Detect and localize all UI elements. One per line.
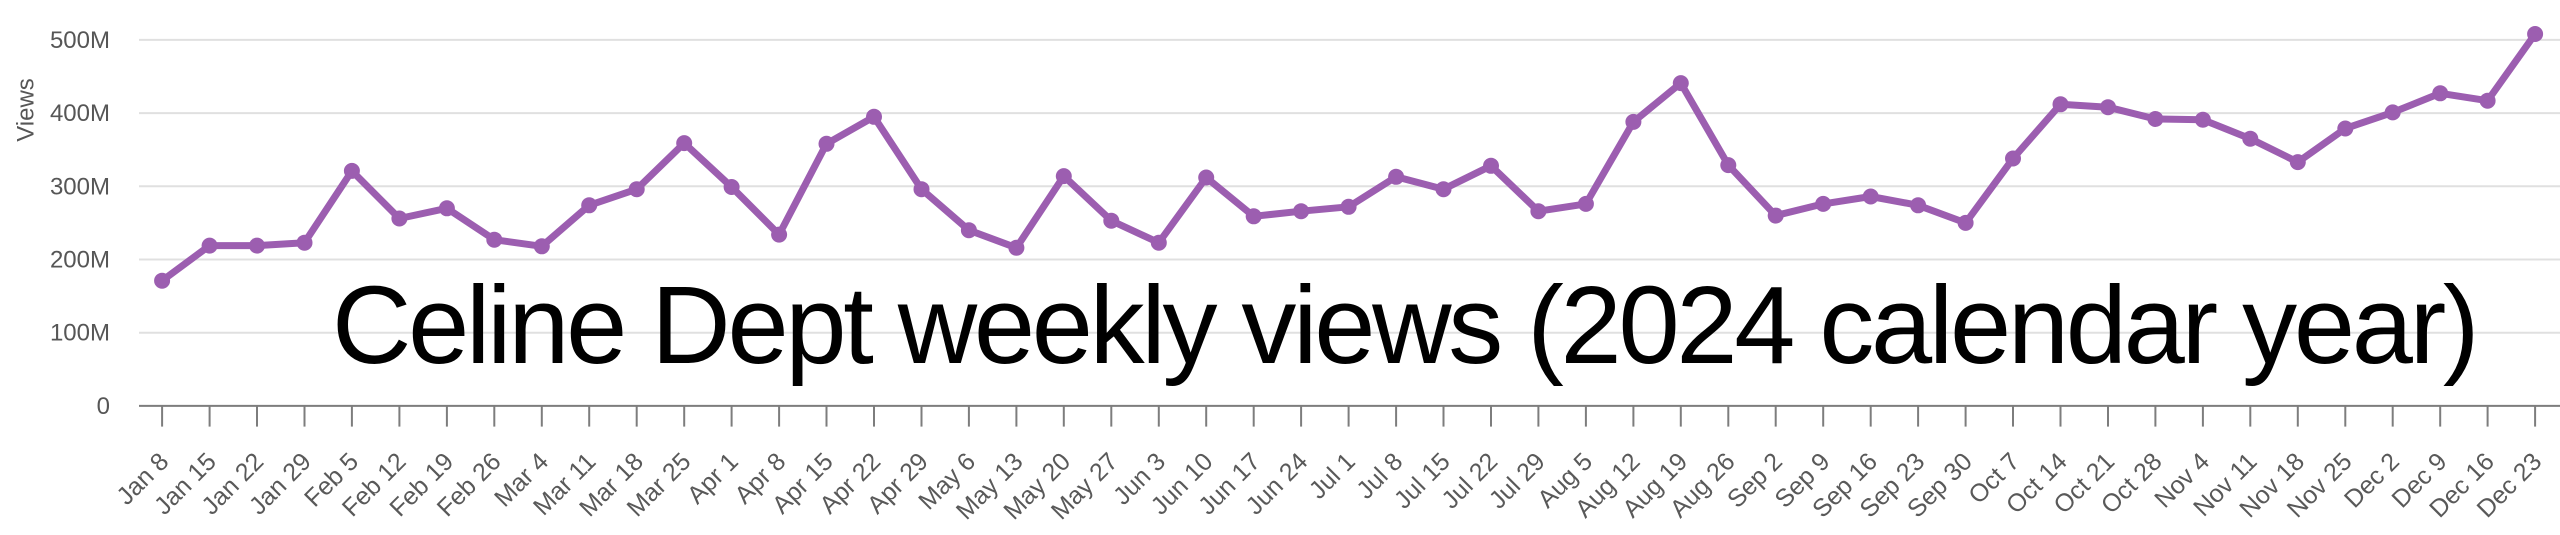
svg-text:Celine Dept weekly views (2024: Celine Dept weekly views (2024 calendar … [332,264,2476,387]
svg-text:0: 0 [97,393,110,420]
svg-text:500M: 500M [50,27,110,54]
svg-text:400M: 400M [50,100,110,127]
svg-text:200M: 200M [50,247,110,274]
svg-text:Views: Views [13,78,40,142]
svg-text:100M: 100M [50,320,110,347]
svg-text:300M: 300M [50,173,110,200]
